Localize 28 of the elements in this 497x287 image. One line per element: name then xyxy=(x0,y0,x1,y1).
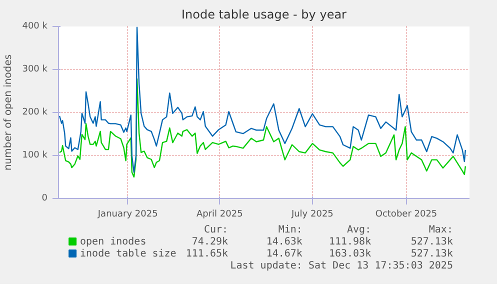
y-tick-label: 300 k xyxy=(22,64,48,74)
text: Avg: xyxy=(347,224,372,236)
text: 527.13k xyxy=(410,236,453,248)
text: 111.98k xyxy=(328,236,372,248)
text: 527.13k xyxy=(410,248,453,260)
y-tick-label: 400 k xyxy=(22,22,48,32)
text: Max: xyxy=(428,224,453,236)
y-tick-label: 200 k xyxy=(22,108,48,118)
text: Min: xyxy=(278,224,302,236)
text: 163.03k xyxy=(328,248,372,260)
y-axis-title: number of open inodes xyxy=(3,54,14,171)
text: 14.67k xyxy=(266,248,302,260)
text: 74.29k xyxy=(192,236,228,248)
chart-title: Inode table usage - by year xyxy=(182,8,347,22)
x-tick-label: April 2025 xyxy=(196,210,243,220)
x-tick-label: January 2025 xyxy=(96,210,158,220)
text: 14.63k xyxy=(266,236,302,248)
x-tick-label: October 2025 xyxy=(375,210,438,220)
y-tick-label: 100 k xyxy=(22,150,48,160)
line-series xyxy=(58,78,466,178)
x-tick-label: July 2025 xyxy=(290,210,334,220)
text: Cur: xyxy=(204,224,228,236)
y-tick-label: 0 xyxy=(42,194,48,204)
line-series xyxy=(58,26,466,173)
legend-label: inode table size xyxy=(80,248,176,260)
legend-label: open inodes xyxy=(80,236,146,248)
text: Last update: Sat Dec 13 17:35:03 2025 xyxy=(230,260,453,272)
text: 111.65k xyxy=(186,248,228,260)
